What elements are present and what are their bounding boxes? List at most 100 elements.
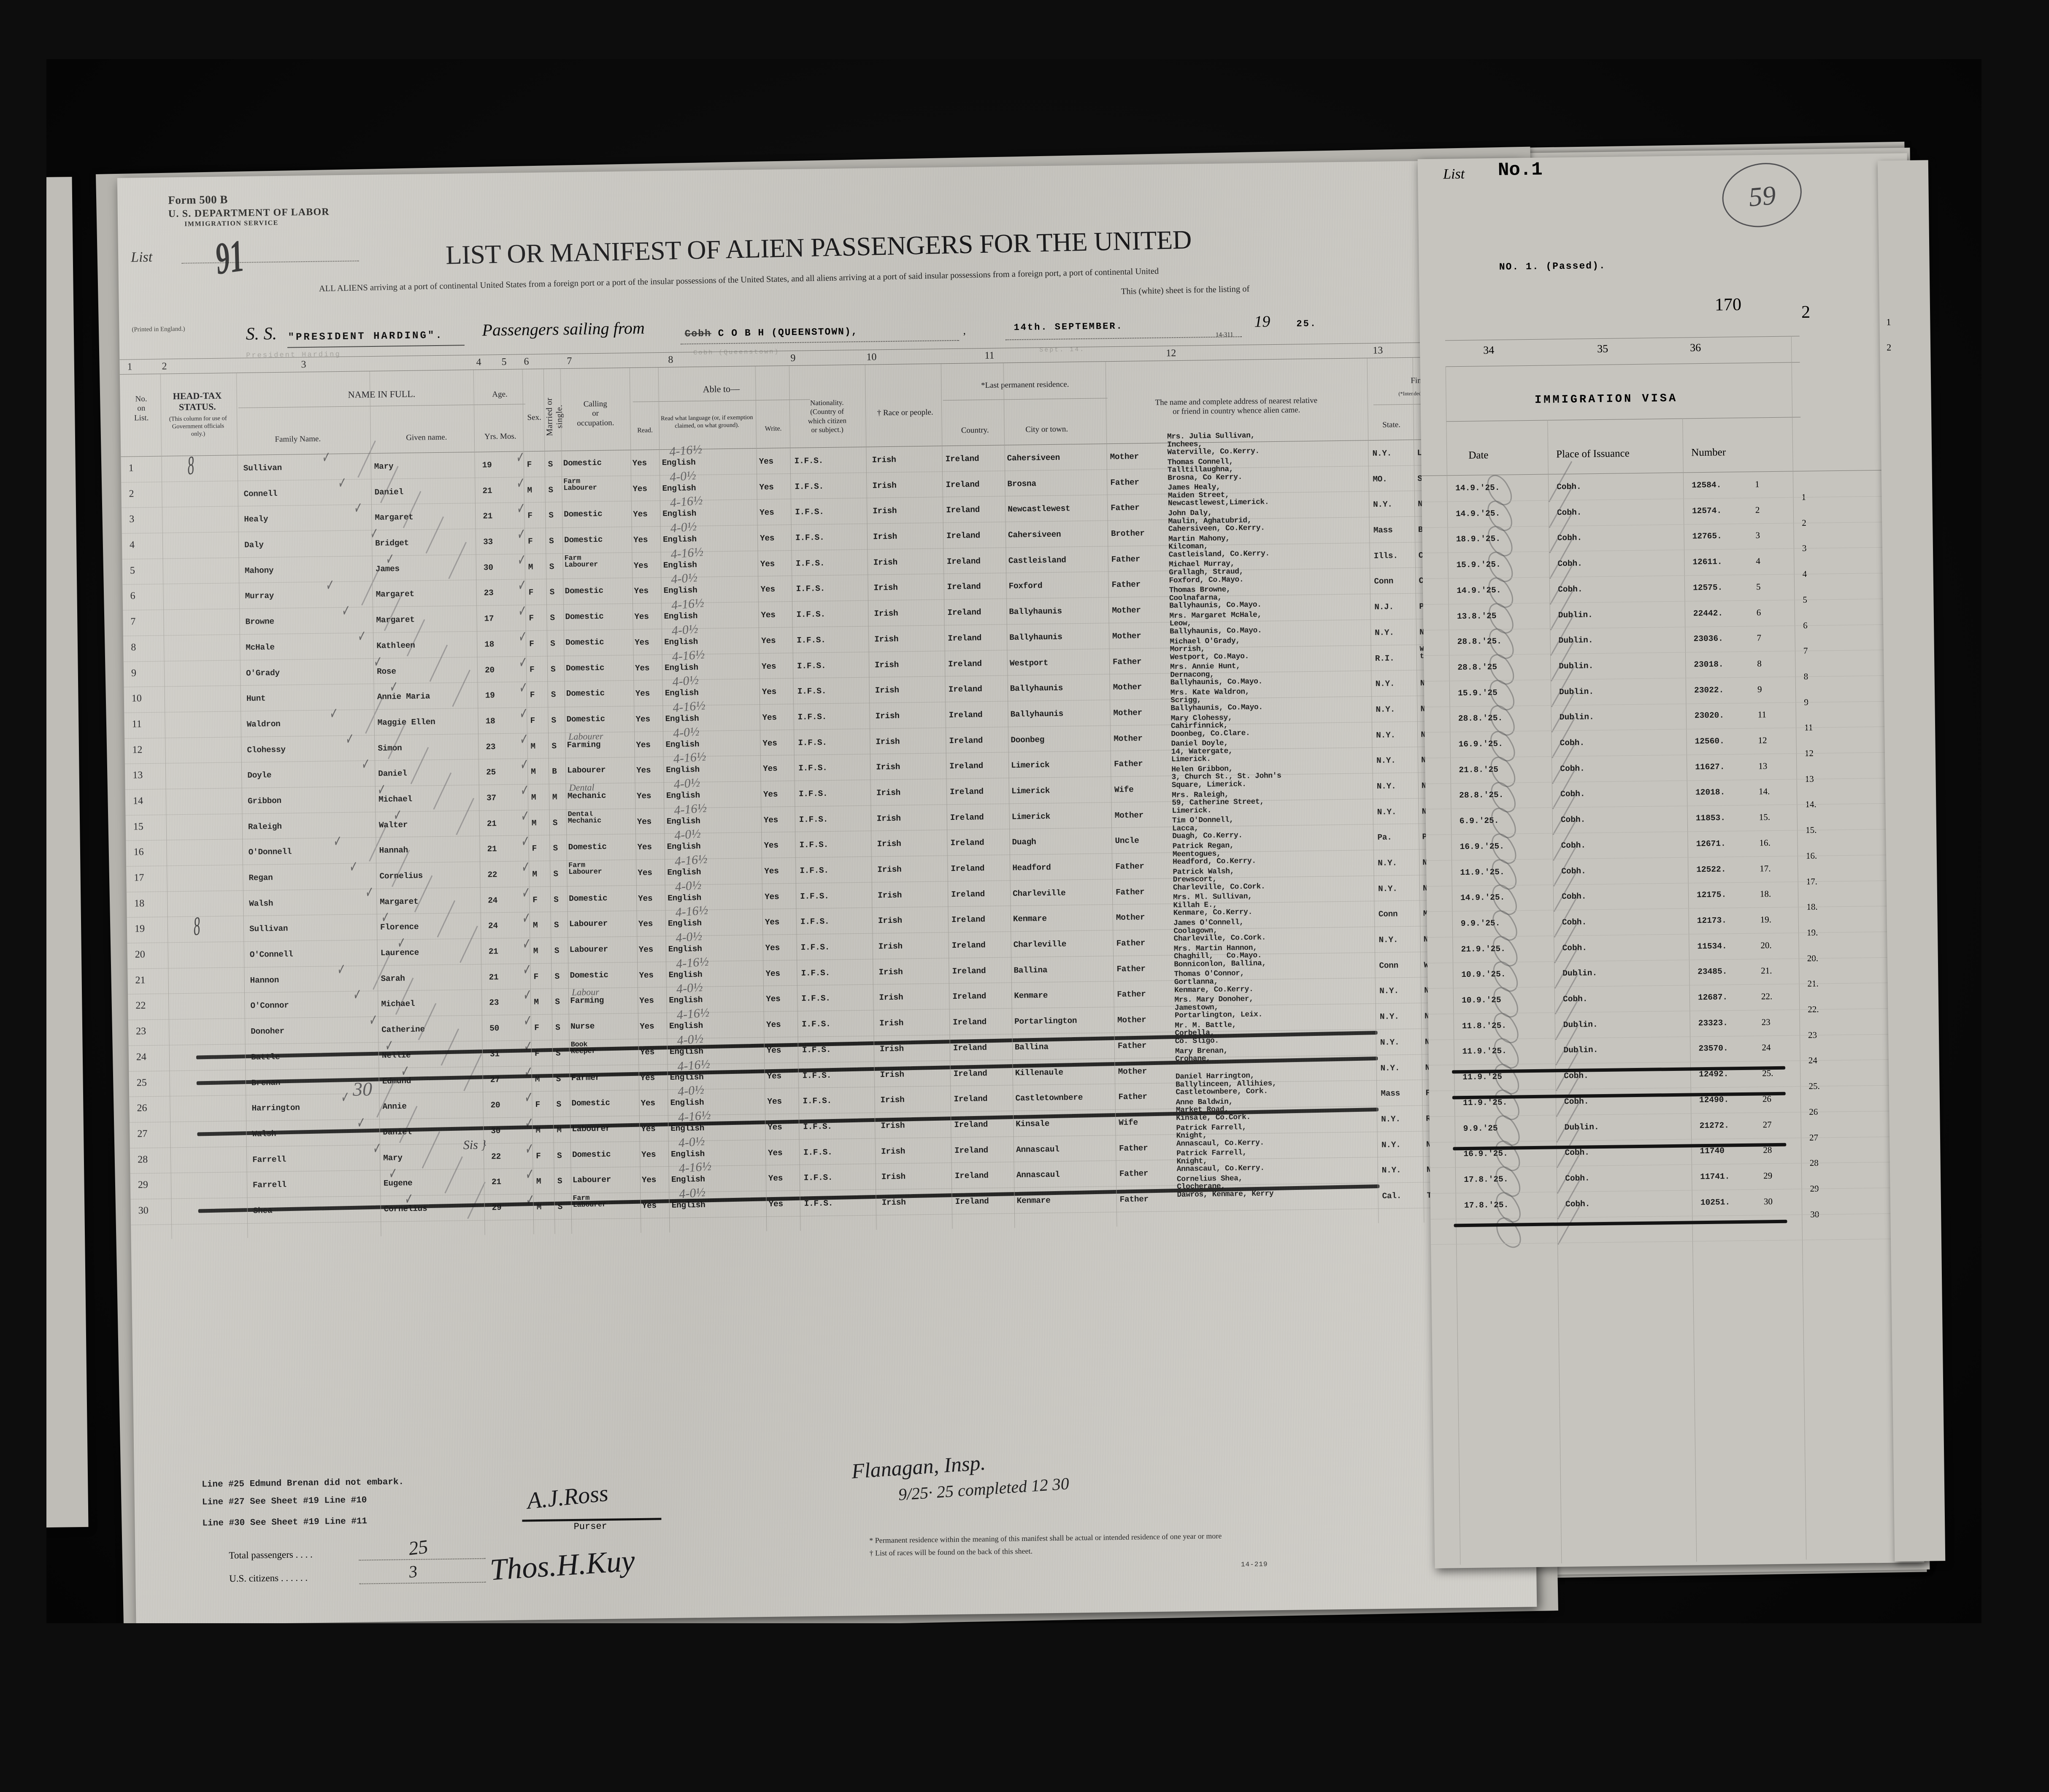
cell-nat: I.F.S.	[798, 763, 827, 773]
cell-state: N.Y.	[1373, 500, 1392, 510]
cell-given: Daniel	[378, 769, 407, 779]
row-number: 23	[136, 1026, 146, 1037]
cell-race: Irish	[876, 788, 901, 798]
visa-cell-number: 21272.	[1699, 1120, 1730, 1130]
cell-write: Yes	[765, 969, 780, 978]
cell-read: Yes	[635, 638, 649, 647]
cell-lang: English	[668, 893, 702, 903]
cell-country: Ireland	[948, 633, 982, 643]
cell-read: Yes	[638, 919, 653, 929]
cell-country: Ireland	[954, 1119, 988, 1130]
cell-rel: Father	[1119, 1143, 1148, 1153]
ss-label: S. S.	[246, 324, 277, 344]
cell-family: Browne	[245, 617, 275, 627]
visa-cell-number: 23022.	[1694, 685, 1724, 695]
row-number: 13	[132, 770, 143, 781]
visa-col-num-35: 35	[1597, 342, 1608, 355]
cell-sex: M	[532, 869, 537, 879]
cell-country: Ireland	[955, 1196, 989, 1207]
port-rule	[680, 340, 959, 345]
visa-subhead-rule	[1446, 417, 1801, 422]
cell-country: Ireland	[952, 1017, 987, 1027]
cell-country: Ireland	[950, 812, 984, 822]
cell-city: Limerick	[1011, 811, 1051, 822]
visa-cell-number: 23020.	[1694, 711, 1725, 721]
cell-country: Ireland	[949, 787, 984, 797]
visa-row[interactable]	[1430, 1203, 1920, 1252]
cell-city: Brosna	[1007, 479, 1036, 489]
cell-state: Cal.	[1382, 1191, 1402, 1201]
cell-relative-address: Michael Murray, Grallagh, Straud, Foxfor…	[1168, 559, 1244, 585]
cell-age: 24	[488, 895, 498, 905]
cell-age: 23	[486, 742, 496, 752]
cell-country: Ireland	[952, 992, 987, 1002]
column-number-3: 3	[301, 359, 306, 370]
cell-state: Pa.	[1377, 832, 1392, 843]
handwritten-height-annotation: 4-0½	[678, 1134, 706, 1150]
row-number: 9	[131, 667, 137, 679]
cell-relative-address: Mary Clohessy, Cahirfinnick, Doonbeg, Co…	[1170, 713, 1250, 738]
cell-sex: F	[527, 460, 532, 470]
visa-line-number: 23	[1761, 1016, 1771, 1027]
cell-given: Margaret	[376, 615, 415, 625]
visa-cell-place-of-issuance: Dublin.	[1563, 1045, 1598, 1055]
cell-ms: S	[554, 920, 559, 930]
visa-line-number: 6	[1756, 607, 1761, 617]
cell-country: Ireland	[951, 915, 985, 925]
cell-age: 25	[486, 768, 496, 777]
cell-age: 23	[484, 588, 494, 598]
cell-race: Irish	[876, 814, 901, 824]
cell-write: Yes	[760, 533, 775, 543]
sailing-from-label: Passengers sailing from	[482, 318, 645, 340]
cell-rel: Father	[1118, 1092, 1147, 1102]
cell-race: Irish	[877, 839, 901, 849]
cell-country: Ireland	[954, 1171, 989, 1181]
cell-nat: I.F.S.	[797, 635, 826, 645]
cell-race: Irish	[881, 1121, 905, 1131]
cell-state: N.Y.	[1378, 884, 1398, 894]
cell-lang: English	[668, 970, 703, 980]
cell-write: Yes	[765, 943, 780, 953]
cell-family: O'Donnell	[248, 847, 292, 857]
visa-cell-number: 11853.	[1695, 813, 1726, 823]
cell-read: Yes	[641, 1149, 656, 1160]
cell-write: Yes	[760, 559, 775, 569]
cell-rel: Father	[1117, 1041, 1147, 1051]
visa-line-number: 7	[1757, 632, 1762, 643]
cell-state: N.Y.	[1380, 1038, 1400, 1047]
visa-cell-number: 12522.	[1696, 864, 1726, 874]
cell-given: Walter	[378, 820, 408, 830]
year-value: 25.	[1296, 318, 1317, 330]
cell-family: O'Connell	[249, 949, 293, 960]
cell-age: 18	[484, 640, 495, 649]
cell-relative-address: Helen Gribbon, 3, Church St., St. John's…	[1171, 765, 1281, 790]
visa-cell-number: 12584.	[1692, 480, 1722, 490]
column-number-10: 10	[866, 351, 877, 363]
handwritten-height-annotation: 4-0½	[671, 622, 699, 638]
cell-city: Castletownbere	[1015, 1093, 1083, 1103]
cell-race: Irish	[879, 1044, 904, 1054]
cell-state: R.I.	[1375, 653, 1395, 663]
cell-age: 21	[483, 511, 493, 521]
cell-nat: I.F.S.	[798, 789, 828, 799]
cell-age: 19	[485, 691, 495, 700]
port-of-departure: Cobh C O B H (QUEENSTOWN),	[684, 326, 858, 339]
cell-given: Mary	[383, 1153, 403, 1163]
visa-col-num-34: 34	[1483, 344, 1495, 357]
cell-city: Annascaul	[1016, 1170, 1060, 1180]
cell-nat: I.F.S.	[800, 917, 830, 927]
film-edge-right	[1981, 0, 2049, 1792]
footer-note-2: Line #27 See Sheet #19 Line #10	[202, 1495, 367, 1508]
cell-family: Farrell	[252, 1180, 287, 1190]
visa-cell-number: 23570.	[1698, 1043, 1728, 1054]
cell-ms: S	[549, 536, 554, 546]
cell-city: Kenmare	[1016, 1196, 1051, 1206]
visa-line-number: 24	[1762, 1042, 1771, 1053]
header-read-what-language: Read what language (or, if exemption cla…	[660, 414, 753, 430]
handwritten-height-annotation: 4-16½	[673, 800, 708, 818]
visa-cell-number: 12490.	[1699, 1095, 1729, 1105]
cell-given: Cornelius	[379, 871, 423, 881]
visa-subhead-place: Place of Issuance	[1556, 448, 1630, 460]
cell-country: Ireland	[952, 966, 986, 976]
handwritten-height-annotation: 4-0½	[670, 570, 698, 587]
